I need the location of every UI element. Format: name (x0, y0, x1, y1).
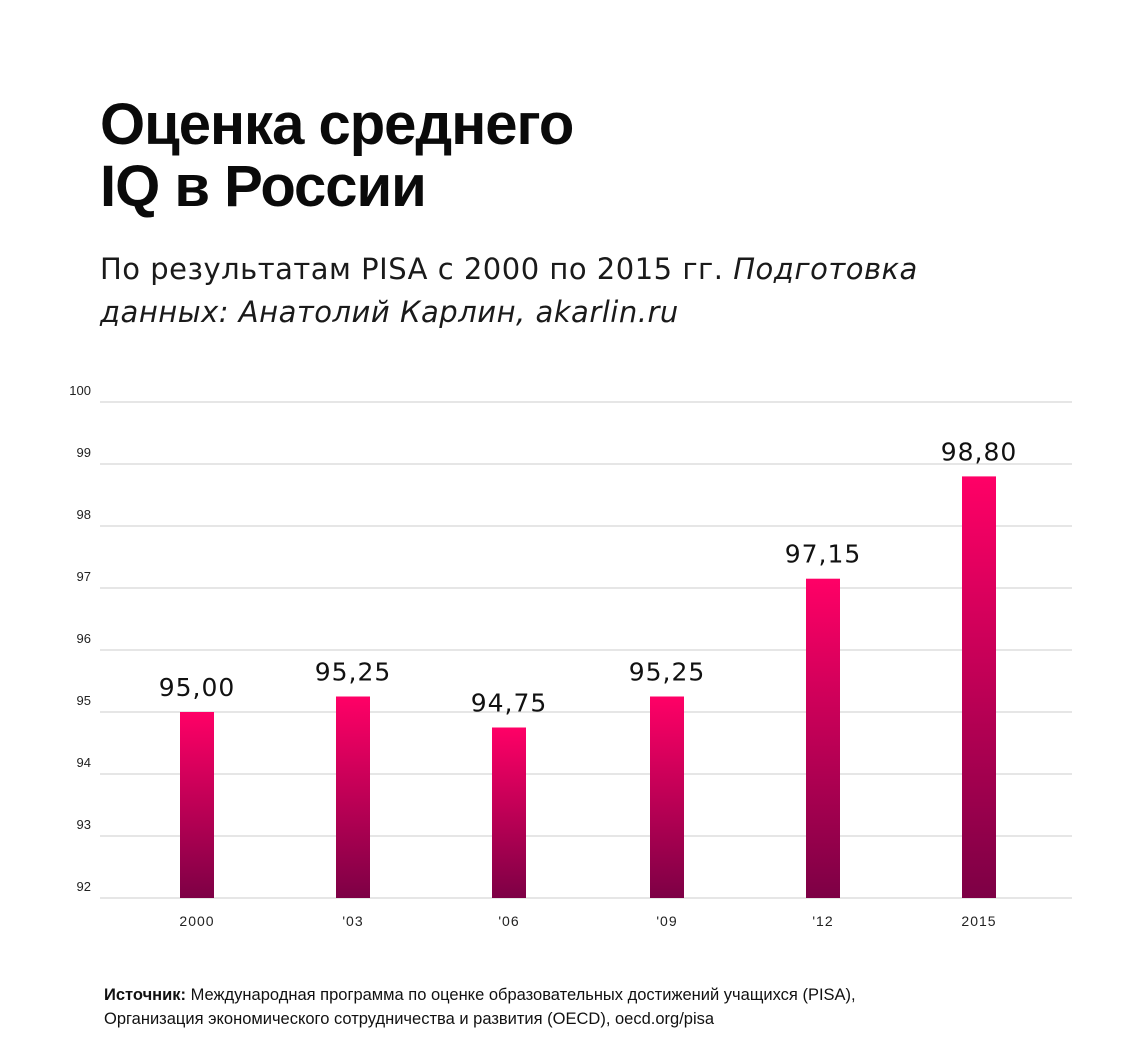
x-tick-label: '12 (812, 913, 833, 929)
x-tick-label: '06 (498, 913, 519, 929)
data-label: 95,25 (629, 658, 706, 687)
subtitle-plain: По результатам PISA с 2000 по 2015 гг. (100, 252, 734, 286)
data-label: 94,75 (471, 689, 548, 718)
chart-subtitle: По результатам PISA с 2000 по 2015 гг. П… (100, 248, 1000, 334)
source-line-2: Организация экономического сотрудничеств… (104, 1010, 715, 1028)
y-tick-label: 96 (77, 631, 91, 646)
y-tick-label: 98 (77, 507, 91, 522)
source-label: Источник: (104, 986, 187, 1004)
y-tick-label: 100 (69, 383, 91, 398)
bar (806, 578, 840, 898)
data-label: 98,80 (941, 437, 1018, 466)
y-tick-label: 97 (77, 569, 91, 584)
bar (962, 476, 996, 898)
bars (180, 476, 996, 898)
bar (650, 696, 684, 898)
data-label: 95,25 (315, 658, 392, 687)
y-tick-label: 94 (77, 755, 91, 770)
grid-lines (100, 401, 1072, 899)
subtitle-credit: Подготовка данных: Анатолий Карлин, akar… (100, 252, 918, 329)
y-tick-label: 95 (77, 693, 91, 708)
x-tick-label: '09 (656, 913, 677, 929)
y-tick-label: 93 (77, 817, 91, 832)
chart-title-line-1: Оценка среднего (100, 92, 574, 157)
data-label: 97,15 (785, 540, 862, 569)
bar (336, 696, 370, 898)
y-tick-label: 99 (77, 445, 91, 460)
data-label: 95,00 (159, 673, 236, 702)
source-note: Источник: Международная программа по оце… (104, 983, 1104, 1031)
x-tick-label: 2015 (961, 913, 996, 929)
chart-title-line-2: IQ в России (100, 154, 427, 219)
y-tick-label: 92 (77, 879, 91, 894)
x-tick-label: 2000 (179, 913, 214, 929)
source-line-1: Международная программа по оценке образо… (186, 986, 856, 1004)
y-axis-tick-labels: 92 93 94 95 96 97 98 99 100 (69, 383, 91, 894)
x-axis-tick-labels: 2000 '03 '06 '09 '12 2015 (179, 913, 996, 929)
x-tick-label: '03 (342, 913, 363, 929)
bar (180, 712, 214, 898)
bar-chart: 92 93 94 95 96 97 98 99 100 95,00 95,25 94,75 95,25… (69, 383, 1072, 929)
chart-title: Оценка среднего IQ в России (100, 92, 574, 219)
data-labels: 95,00 95,25 94,75 95,25 97,15 98,80 (159, 437, 1018, 718)
bar (492, 727, 526, 898)
